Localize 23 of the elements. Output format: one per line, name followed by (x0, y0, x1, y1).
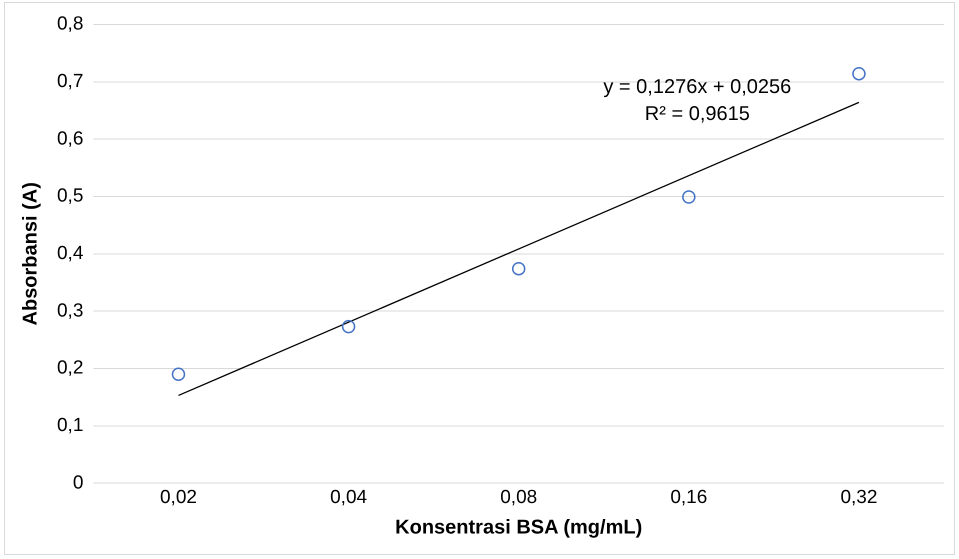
y-tick-label: 0,4 (56, 243, 84, 264)
y-tick-label: 0 (72, 472, 84, 494)
y-tick-label: 0,5 (56, 186, 84, 207)
annotation: y = 0,1276x + 0,0256 (603, 76, 792, 98)
x-tick-label: 0,02 (160, 486, 197, 508)
y-tick-label: 0,6 (56, 128, 84, 150)
y-tick-label: 0,3 (56, 300, 84, 322)
x-axis-title: Konsentrasi BSA (mg/mL) (395, 516, 642, 539)
y-tick-label: 0,2 (56, 358, 84, 379)
point (342, 320, 356, 334)
point (172, 367, 186, 381)
point (852, 66, 866, 80)
x-tick-label: 0,08 (500, 486, 538, 508)
y-axis-title: Absorbansi (A) (20, 182, 42, 326)
x-tick-label: 0,32 (840, 486, 878, 508)
y-tick-label: 0,8 (56, 14, 84, 35)
point (682, 190, 696, 204)
point (512, 262, 526, 276)
annotation: R² = 0,9615 (644, 103, 750, 125)
x-tick-label: 0,04 (330, 486, 368, 508)
y-tick-label: 0,1 (56, 415, 84, 436)
x-tick-label: 0,16 (670, 486, 708, 508)
y-tick-label: 0,7 (56, 70, 84, 92)
